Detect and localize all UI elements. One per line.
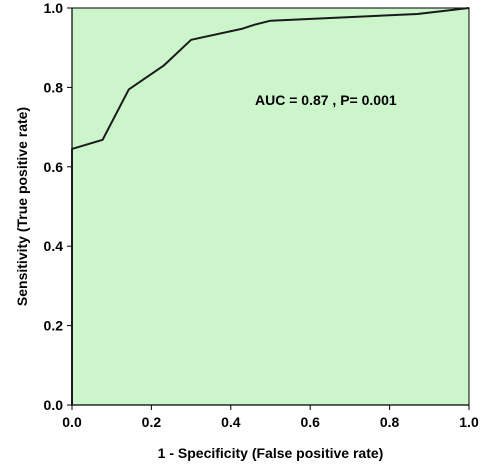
roc-curve-line: [71, 7, 470, 405]
x-tick-label: 1.0: [459, 414, 479, 430]
y-tick-label: 0.6: [44, 159, 64, 175]
y-axis-label: Sensitivity (True positive rate): [14, 107, 30, 306]
x-tick-label: 0.2: [142, 414, 162, 430]
y-tick-label: 0.8: [44, 79, 64, 95]
y-tick-label: 0.2: [44, 318, 64, 334]
y-tick-label: 1.0: [44, 0, 64, 16]
plot-area: [71, 7, 470, 406]
ticks: 0.0 0.2 0.4 0.6 0.8 1.0 0.0 0.2 0.4 0.6 0.8 1.0: [44, 0, 479, 430]
x-tick-label: 0.4: [221, 414, 241, 430]
series-group: [71, 7, 470, 405]
y-tick-label: 0.4: [44, 238, 64, 254]
auc-annotation: AUC = 0.87 , P= 0.001: [255, 92, 397, 108]
x-tick-label: 0.0: [62, 414, 82, 430]
x-tick-label: 0.6: [300, 414, 320, 430]
y-tick-label: 0.0: [44, 397, 64, 413]
x-tick-label: 0.8: [380, 414, 400, 430]
x-axis-label: 1 - Specificity (False positive rate): [158, 445, 384, 461]
